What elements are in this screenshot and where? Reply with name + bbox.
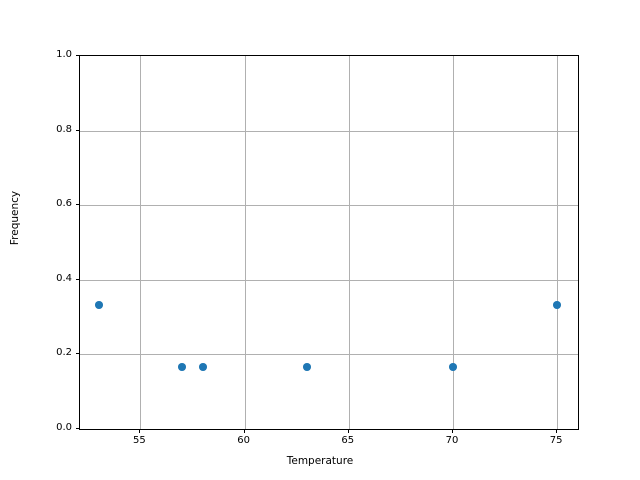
y-axis-label: Frequency [9,190,21,246]
data-point [553,300,561,309]
y-tick-mark [75,353,79,355]
x-tick-label: 55 [133,435,146,446]
x-tick-label: 70 [445,435,459,446]
x-tick-mark [451,429,453,433]
y-tick-label: 0.2 [56,347,72,359]
x-tick-mark [243,429,245,433]
gridline-vertical [452,56,454,429]
gridline-vertical [140,56,142,429]
y-tick-label: 0.0 [56,422,72,433]
y-tick-mark [75,278,79,280]
data-point [178,362,186,371]
y-tick-label: 0.8 [56,123,72,135]
y-tick-mark [75,428,79,429]
gridline-vertical [244,56,246,429]
y-tick-mark [75,204,79,206]
plot-axes-area [79,55,579,430]
y-tick-label: 1.0 [56,49,72,60]
data-point [94,300,103,309]
gridline-vertical [348,56,350,429]
gridline-horizontal [80,130,578,132]
gridline-horizontal [80,354,578,356]
data-point [303,362,311,371]
gridline-horizontal [80,279,578,281]
gridline-vertical [557,56,559,429]
x-tick-mark [139,429,141,433]
x-tick-mark [347,429,349,433]
x-tick-label: 75 [549,435,563,446]
x-axis-label: Temperature [286,455,354,467]
y-tick-label: 0.4 [56,272,72,284]
data-point [449,362,457,371]
y-tick-label: 0.6 [56,198,72,210]
gridline-horizontal [80,205,578,207]
x-tick-mark [556,429,558,433]
y-tick-mark [75,129,79,131]
y-tick-mark [75,55,79,56]
x-tick-label: 60 [237,435,250,446]
data-point [199,362,207,371]
x-tick-label: 65 [341,435,355,446]
